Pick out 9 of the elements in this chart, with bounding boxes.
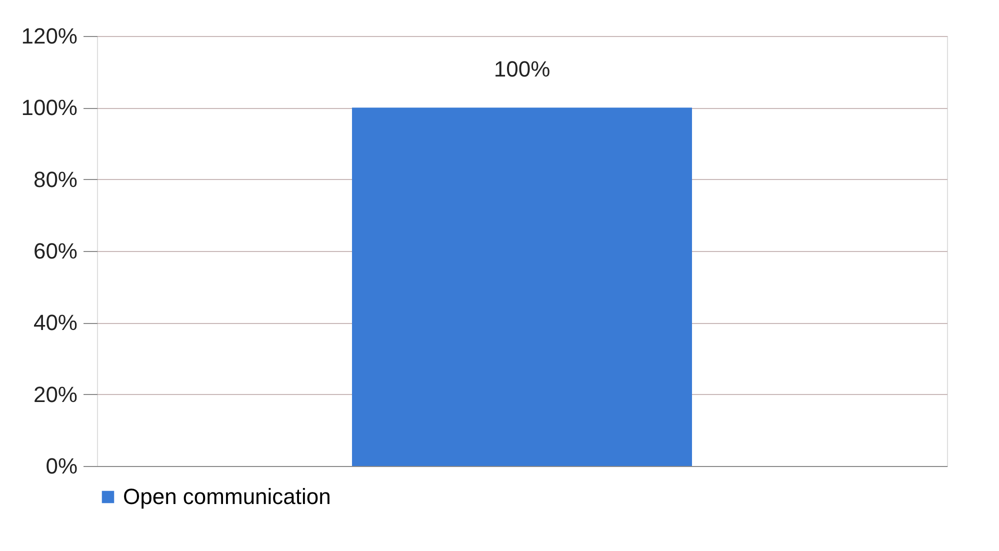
y-tick-label: 0%	[46, 454, 78, 478]
y-tick-label: 100%	[21, 95, 78, 120]
y-tick-label: 20%	[33, 382, 78, 407]
y-tick-label: 60%	[33, 238, 78, 264]
y-tick-label: 40%	[33, 310, 78, 336]
y-tick-label: 120%	[21, 24, 78, 48]
y-tick-label: 80%	[33, 166, 78, 192]
data-label: 100%	[494, 56, 550, 82]
legend-label: Open communication	[123, 484, 331, 509]
